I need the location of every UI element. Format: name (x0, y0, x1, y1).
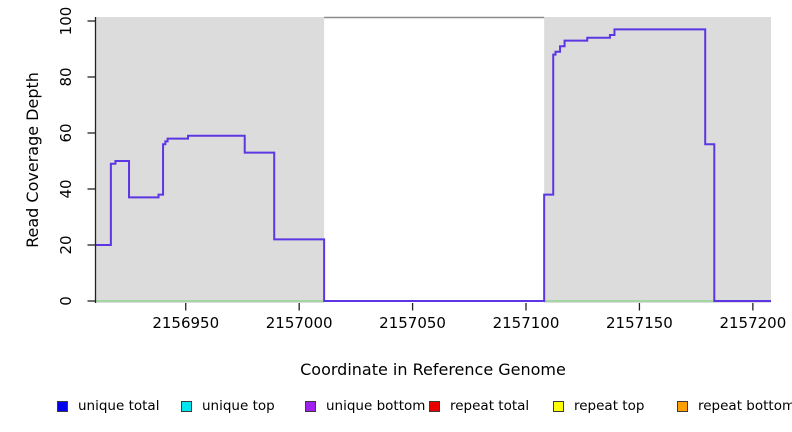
unique-bottom-swatch-icon (305, 400, 316, 412)
legend-item-repeat-total: repeat total (429, 399, 529, 413)
repeat-top-swatch-icon (553, 400, 564, 412)
legend-label: unique total (78, 398, 160, 414)
coverage-step-line (95, 28, 771, 302)
x-tick-label: 2157050 (379, 314, 446, 332)
y-axis-title: Read Coverage Depth (23, 72, 42, 248)
series-layer (95, 28, 771, 302)
y-tick-label: 100 (57, 7, 75, 36)
coverage-plot: 0 20 40 60 80 100 2156950 2157000 2157050 2157100… (23, 7, 786, 379)
y-tick-label: 40 (57, 179, 75, 198)
y-tick-label: 60 (57, 123, 75, 142)
axis-layer: 0 20 40 60 80 100 2156950 2157000 2157050 2157100… (57, 7, 786, 332)
x-tick-label: 2156950 (152, 314, 219, 332)
y-tick-label: 0 (57, 296, 75, 306)
x-tick-label: 2157150 (606, 314, 673, 332)
x-tick-label: 2157100 (493, 314, 560, 332)
masked-region (95, 17, 325, 303)
legend-item-repeat-bottom: repeat bottom (677, 399, 792, 413)
legend-item-unique-total: unique total (57, 399, 159, 413)
y-tick-label: 20 (57, 235, 75, 254)
y-tick-label: 80 (57, 67, 75, 86)
x-tick-label: 2157200 (719, 314, 786, 332)
unique-top-swatch-icon (181, 400, 192, 412)
legend-label: unique top (202, 398, 275, 414)
legend-label: repeat top (574, 398, 645, 414)
legend-item-repeat-top: repeat top (553, 399, 644, 413)
legend-item-unique-top: unique top (181, 399, 275, 413)
x-tick-label: 2157000 (266, 314, 333, 332)
legend-label: repeat bottom (698, 398, 792, 414)
repeat-bottom-swatch-icon (677, 400, 688, 412)
x-axis-title: Coordinate in Reference Genome (300, 360, 566, 379)
masked-region (544, 17, 771, 303)
chart-legend: unique total unique top unique bottom re… (0, 399, 792, 421)
masked-region-layer (95, 16, 771, 303)
legend-item-unique-bottom: unique bottom (305, 399, 425, 413)
repeat-total-swatch-icon (429, 400, 440, 412)
legend-label: repeat total (450, 398, 530, 414)
legend-label: unique bottom (326, 398, 426, 414)
unique-total-swatch-icon (57, 400, 68, 412)
